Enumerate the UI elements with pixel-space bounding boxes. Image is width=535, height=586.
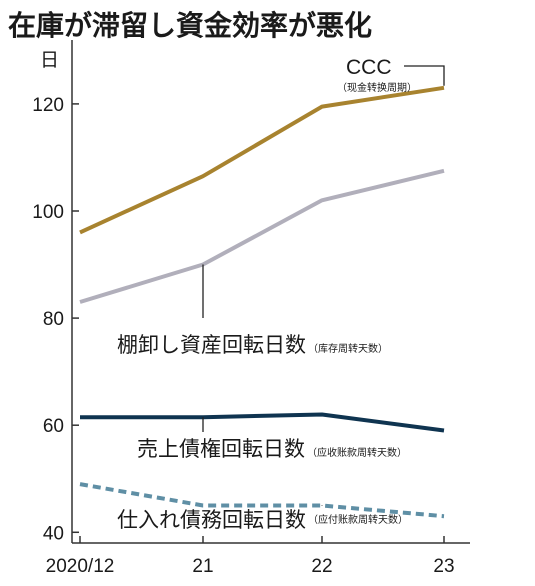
series-label-payables: 仕入れ債務回転日数 [117, 508, 306, 532]
series-sublabel-payables: （应付账款周转天数） [308, 513, 408, 526]
series-sublabel-ccc: （现金转换周期） [337, 81, 417, 94]
series-line-receivables [80, 412, 445, 433]
leader-line-ccc [404, 65, 445, 86]
series-label-receivables: 売上債権回転日数 [137, 437, 305, 461]
series-label-inventory: 棚卸し資産回転日数 [117, 333, 306, 357]
y-tick-label: 40 [43, 523, 64, 544]
series-sublabel-receivables: （应收账款周转天数） [307, 446, 407, 459]
series-line-ccc [79, 85, 445, 235]
chart-title: 在庫が滞留し資金効率が悪化 [8, 9, 372, 42]
watermark-logo: Keiznews [434, 12, 473, 22]
x-tick-label: 22 [311, 556, 332, 577]
y-tick-label: 80 [43, 309, 64, 330]
x-tick-label: 21 [192, 556, 213, 577]
y-axis-unit-label: 日 [40, 49, 59, 71]
y-tick-label: 120 [32, 95, 64, 116]
tick-labels-group: 40 60 80 100 120 2020/12 21 22 23 [32, 95, 454, 577]
series-label-ccc: CCC [346, 56, 392, 79]
series-lines-group [79, 85, 445, 519]
x-tick-label: 2020/12 [46, 556, 115, 577]
x-tick-label: 23 [433, 556, 454, 577]
axes-group [71, 40, 470, 544]
y-tick-label: 100 [32, 202, 64, 223]
series-sublabel-inventory: （库存周转天数） [308, 342, 388, 355]
leader-lines-group [202, 65, 445, 506]
series-annotations-group: CCC （现金转换周期） 棚卸し資産回転日数 （库存周转天数） 売上債権回転日数 （应收账… [117, 56, 417, 532]
series-line-payables [79, 482, 445, 519]
y-tick-label: 60 [43, 416, 64, 437]
series-line-inventory [79, 168, 445, 304]
